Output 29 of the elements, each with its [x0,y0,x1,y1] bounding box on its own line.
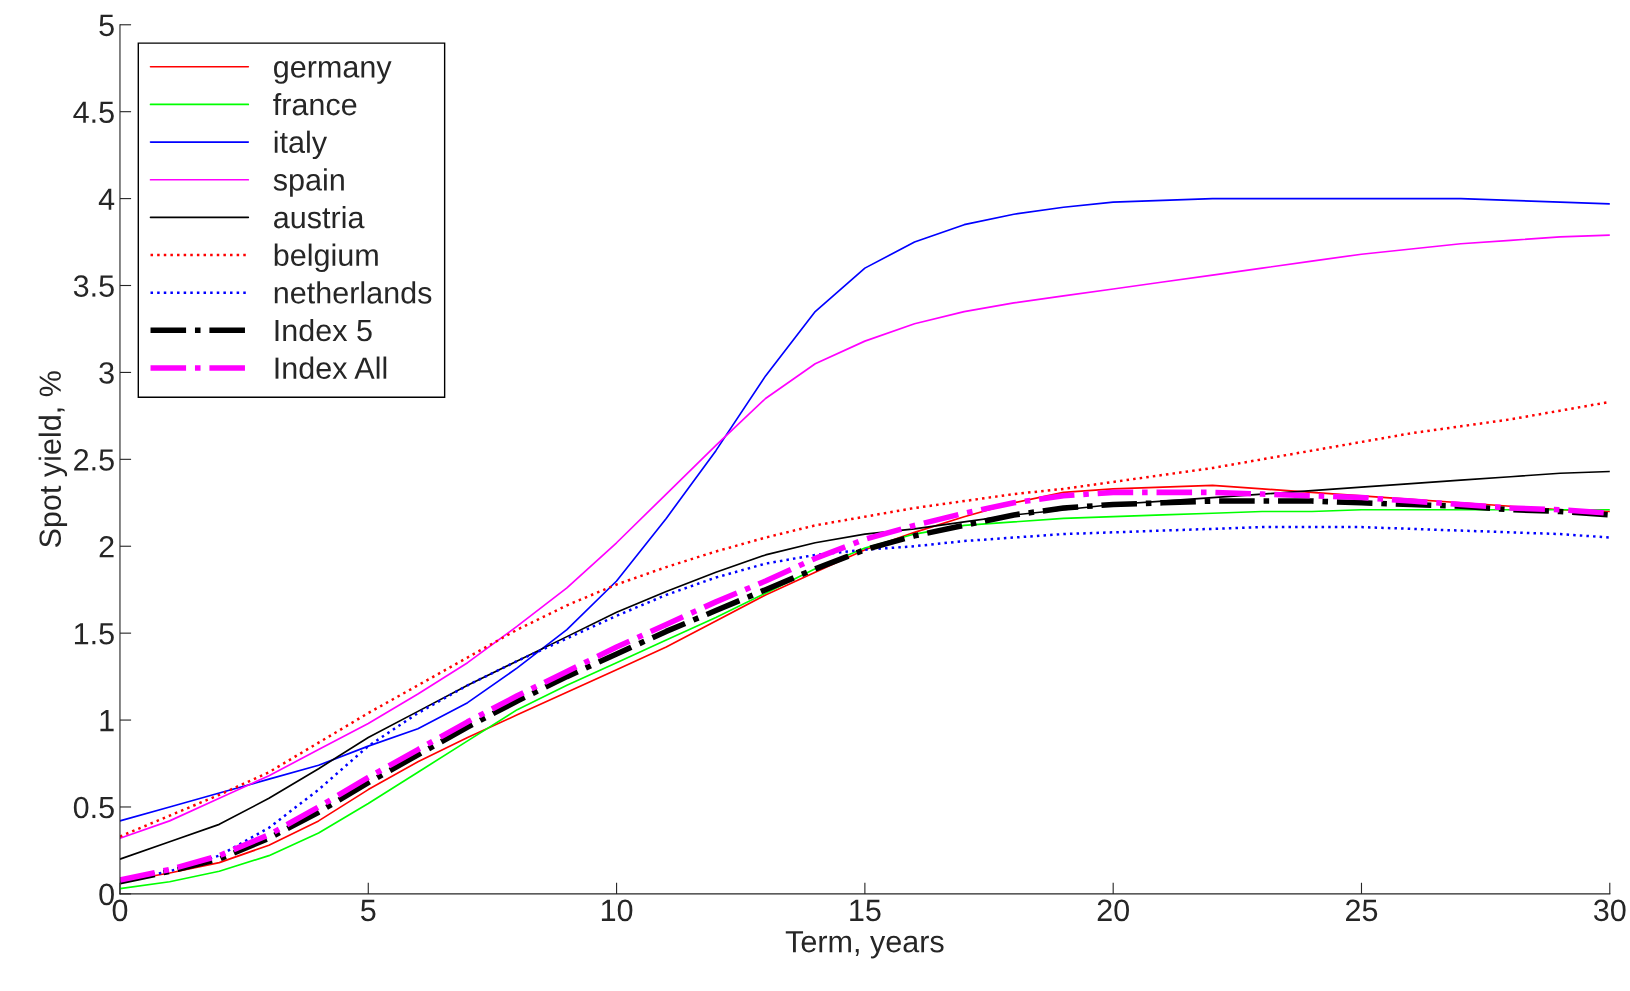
y-tick-label: 0 [99,883,114,906]
legend-label: austria [274,205,365,229]
legend-label: netherlands [274,281,432,304]
x-tick-label: 15 [850,899,881,922]
x-tick-label: 30 [1593,899,1626,922]
x-tick-label: 5 [361,899,376,922]
line-series [119,400,1610,838]
legend-label: spain [273,168,344,197]
legend-label: Index 5 [275,318,372,342]
x-tick-label: 20 [1097,899,1129,922]
x-tick-label: 10 [601,899,633,922]
legend-label: italy [274,130,328,160]
y-tick-label: 3 [99,362,114,384]
y-tick-label: 2.5 [74,449,114,471]
y-tick-label: 2 [99,535,114,558]
x-tick-label: 25 [1346,899,1378,922]
legend-label: france [273,93,357,116]
y-axis-title: Spot yield, % [38,371,68,548]
legend-label: Index All [275,356,387,379]
legend-label: belgium [274,243,378,273]
y-tick-label: 1 [100,710,114,732]
legend-label: germany [274,61,392,84]
y-tick-label: 5 [99,14,114,37]
y-tick-label: 0.5 [73,796,114,819]
y-tick-label: 1.5 [74,623,114,645]
y-tick-label: 4.5 [73,101,114,124]
y-tick-label: 4 [98,188,115,210]
x-axis-title: Term, years [785,931,944,959]
y-tick-label: 3.5 [73,275,114,297]
